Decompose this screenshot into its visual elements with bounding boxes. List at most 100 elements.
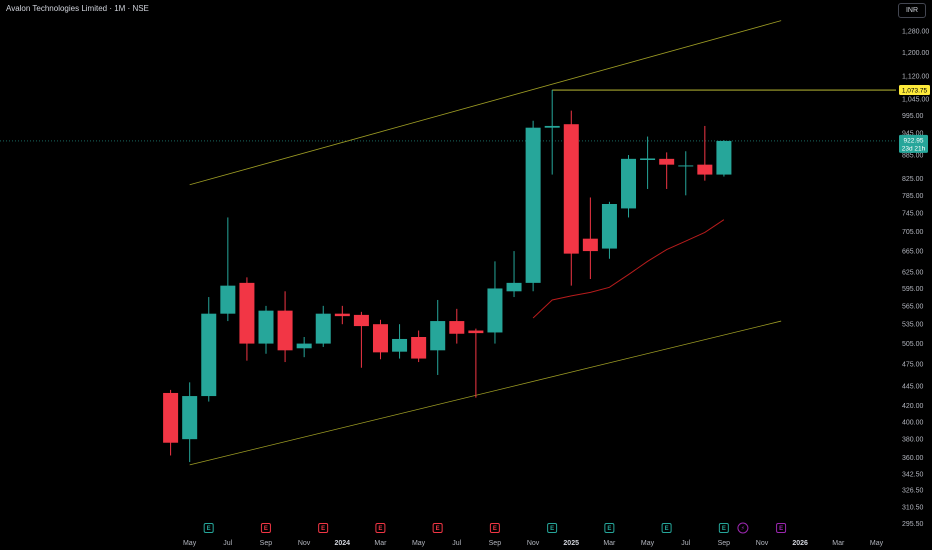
candle bbox=[163, 389, 179, 456]
event-marker: E bbox=[260, 523, 271, 533]
x-tick-label: Mar bbox=[832, 540, 845, 547]
x-tick-label: Mar bbox=[603, 540, 616, 547]
event-marker-label: E bbox=[722, 526, 726, 532]
y-tick-label: 745.00 bbox=[902, 210, 924, 217]
current-price-countdown: 23d 21h bbox=[902, 145, 926, 152]
x-tick-label: Jul bbox=[452, 540, 461, 547]
currency-button[interactable]: INR bbox=[898, 3, 926, 18]
y-tick-label: 326.50 bbox=[902, 488, 924, 495]
candle-body bbox=[678, 165, 694, 167]
x-tick-label: Nov bbox=[756, 540, 769, 547]
x-tick-label: Sep bbox=[260, 540, 273, 547]
y-tick-label: 310.50 bbox=[902, 505, 924, 512]
event-marker-shape bbox=[489, 523, 500, 533]
event-marker: E bbox=[776, 523, 787, 533]
x-tick-label: Jul bbox=[223, 540, 232, 547]
candle bbox=[334, 305, 350, 325]
event-marker-label: E bbox=[436, 526, 440, 532]
event-marker-label: E bbox=[264, 526, 268, 532]
candle bbox=[353, 311, 369, 368]
candle bbox=[468, 328, 484, 398]
event-marker: E bbox=[375, 523, 386, 533]
event-marker-label: E bbox=[607, 526, 611, 532]
event-marker-shape bbox=[604, 523, 615, 533]
x-tick-label: Mar bbox=[374, 540, 387, 547]
candle bbox=[392, 324, 408, 359]
candle bbox=[563, 110, 579, 286]
candle-body bbox=[544, 125, 560, 128]
y-tick-label: 945.00 bbox=[902, 130, 924, 137]
event-marker-label: E bbox=[665, 526, 669, 532]
candle bbox=[220, 217, 236, 322]
events-row: E E E E E E E E E E ⚡ E bbox=[203, 522, 787, 534]
y-tick-label: 705.00 bbox=[902, 229, 924, 236]
candle-body bbox=[392, 338, 408, 352]
y-tick-label: 995.00 bbox=[902, 113, 924, 120]
candle-body bbox=[449, 321, 465, 334]
event-marker: E bbox=[203, 523, 214, 533]
candle bbox=[201, 297, 217, 402]
x-tick-label: May bbox=[641, 540, 655, 547]
candle bbox=[372, 319, 388, 360]
y-tick-label: 665.00 bbox=[902, 249, 924, 256]
event-marker-shape bbox=[776, 523, 787, 533]
candle-body bbox=[163, 392, 179, 443]
y-tick-label: 1,045.00 bbox=[902, 97, 929, 104]
candle bbox=[411, 330, 427, 363]
candle-body bbox=[315, 313, 331, 344]
candles bbox=[163, 90, 732, 463]
x-tick-label: Nov bbox=[527, 540, 540, 547]
candle-body bbox=[697, 164, 713, 175]
candle-body bbox=[411, 336, 427, 359]
candle bbox=[430, 299, 446, 375]
candle-body bbox=[468, 330, 484, 334]
y-tick-label: 625.00 bbox=[902, 269, 924, 276]
channel-upper-line bbox=[189, 20, 782, 186]
candle bbox=[582, 197, 598, 280]
x-tick-label: 2026 bbox=[792, 540, 808, 547]
candle bbox=[487, 261, 503, 344]
candle-body bbox=[621, 158, 637, 209]
candle bbox=[621, 155, 637, 218]
x-axis[interactable]: May Jul Sep Nov 2024 Mar May Jul Sep Nov 2025 Mar Ma… bbox=[183, 540, 884, 547]
candle bbox=[277, 291, 293, 363]
candle bbox=[525, 120, 541, 292]
event-marker-shape bbox=[260, 523, 271, 533]
event-marker-label: E bbox=[779, 526, 783, 532]
candle bbox=[640, 136, 656, 189]
candle-body bbox=[277, 310, 293, 351]
y-tick-label: 475.00 bbox=[902, 362, 924, 369]
candle-body bbox=[563, 124, 579, 254]
candle-body bbox=[487, 288, 503, 333]
candle-body bbox=[640, 158, 656, 161]
event-marker: E bbox=[489, 523, 500, 533]
event-marker-shape bbox=[547, 523, 558, 533]
y-tick-label: 1,120.00 bbox=[902, 73, 929, 80]
x-tick-label: 2024 bbox=[334, 540, 350, 547]
y-axis[interactable]: 295.50 310.50 326.50 342.50 360.00 380.00 400.… bbox=[902, 29, 929, 529]
channel-lines bbox=[189, 20, 782, 466]
event-marker-label: E bbox=[378, 526, 382, 532]
candle-body bbox=[582, 238, 598, 252]
candle-body bbox=[239, 282, 255, 344]
x-tick-label: May bbox=[870, 540, 884, 547]
candle-body bbox=[353, 314, 369, 327]
candle bbox=[506, 251, 522, 298]
y-tick-label: 595.00 bbox=[902, 286, 924, 293]
x-tick-label: Jul bbox=[681, 540, 690, 547]
y-tick-label: 445.00 bbox=[902, 384, 924, 391]
event-marker-shape bbox=[203, 523, 214, 533]
candle bbox=[601, 201, 617, 259]
candle bbox=[449, 308, 465, 344]
event-marker: E bbox=[718, 523, 729, 533]
event-marker: ⚡ bbox=[737, 522, 749, 534]
resistance-tag-bg bbox=[899, 85, 930, 96]
candle-body bbox=[258, 310, 274, 344]
x-tick-label: 2025 bbox=[563, 540, 579, 547]
current-price-tag-bg bbox=[899, 134, 928, 153]
event-marker-shape bbox=[432, 523, 443, 533]
candle-body bbox=[506, 282, 522, 292]
event-marker-label: E bbox=[207, 526, 211, 532]
